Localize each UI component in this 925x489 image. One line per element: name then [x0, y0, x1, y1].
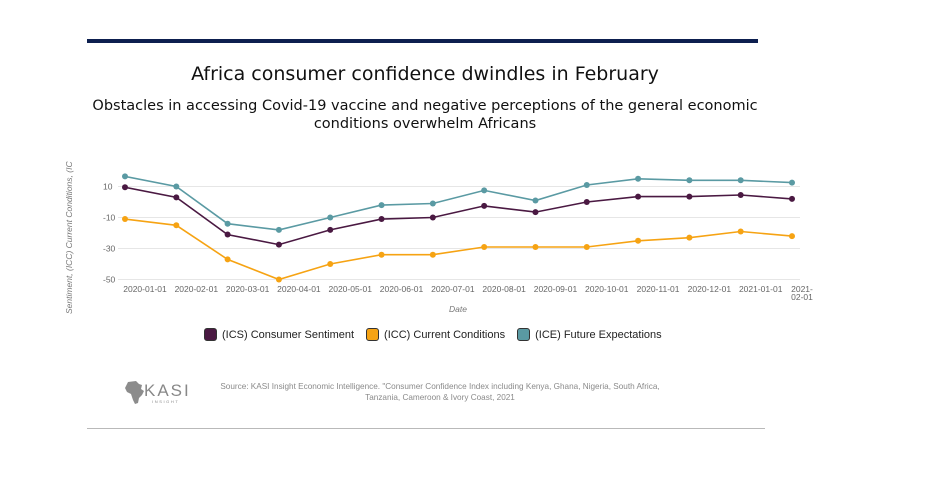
data-point-ice[interactable]	[429, 200, 436, 207]
data-point-icc[interactable]	[635, 237, 642, 244]
source-note: Source: KASI Insight Economic Intelligen…	[220, 382, 660, 402]
top-rule	[87, 39, 758, 43]
legend-label-ics: (ICS) Consumer Sentiment	[222, 328, 355, 341]
logo-subtext: INSIGHT	[152, 399, 180, 404]
series-line-ice	[124, 175, 793, 231]
x-tick-label: 2020-05-01	[328, 284, 372, 294]
x-tick-label: 2020-11-01	[637, 284, 680, 294]
data-point-icc[interactable]	[532, 243, 539, 250]
x-tick-label: 2020-08-01	[482, 284, 526, 294]
data-point-icc[interactable]	[481, 243, 488, 250]
data-point-ics[interactable]	[532, 209, 539, 216]
chart-title: Africa consumer confidence dwindles in F…	[191, 63, 659, 85]
data-point-icc[interactable]	[224, 256, 231, 263]
x-tick-label: 2020-10-01	[585, 284, 629, 294]
chart-legend: (ICS) Consumer Sentiment (ICC) Current C…	[204, 328, 662, 341]
data-point-icc[interactable]	[122, 216, 128, 223]
data-point-icc[interactable]	[327, 261, 334, 267]
data-point-ics[interactable]	[378, 216, 385, 223]
bottom-rule	[87, 428, 765, 429]
data-point-icc[interactable]	[429, 251, 436, 258]
legend-item-ics[interactable]: (ICS) Consumer Sentiment	[204, 328, 354, 341]
series-line-icc	[124, 218, 793, 281]
data-point-ice[interactable]	[224, 220, 231, 227]
logo-wordmark: KASI	[144, 381, 191, 400]
data-point-ics[interactable]	[275, 241, 282, 248]
y-tick-label: 10	[103, 182, 113, 192]
data-point-ics[interactable]	[686, 193, 693, 200]
x-tick-label: 2020-04-01	[277, 284, 321, 294]
legend-label-ice: (ICE) Future Expectations	[535, 328, 662, 341]
data-point-ics[interactable]	[429, 214, 436, 221]
data-point-icc[interactable]	[737, 228, 744, 235]
x-tick-label-cont: 02-01	[791, 292, 813, 302]
data-point-ics[interactable]	[122, 184, 128, 191]
data-point-ice[interactable]	[122, 173, 128, 180]
x-tick-label: 2021-	[791, 284, 813, 294]
data-point-ice[interactable]	[173, 183, 180, 190]
data-point-ics[interactable]	[481, 202, 488, 209]
x-tick-label: 2020-12-01	[688, 284, 732, 294]
data-point-ice[interactable]	[327, 214, 334, 221]
data-point-ice[interactable]	[275, 226, 282, 233]
y-tick-label: -30	[103, 244, 116, 254]
data-point-ics[interactable]	[635, 193, 642, 200]
africa-map-icon	[125, 381, 144, 404]
data-point-icc[interactable]	[378, 251, 385, 258]
data-point-ice[interactable]	[583, 181, 590, 188]
data-point-ice[interactable]	[532, 197, 539, 204]
data-point-ics[interactable]	[173, 194, 180, 201]
x-tick-label: 2020-01-01	[123, 284, 167, 294]
kasi-logo: KASI INSIGHT	[122, 380, 212, 406]
data-point-ics[interactable]	[327, 226, 334, 233]
chart-subtitle: Obstacles in accessing Covid-19 vaccine …	[92, 98, 758, 132]
data-point-ice[interactable]	[789, 179, 795, 186]
line-chart: Sentiment, (ICC) Current Conditions, (IC…	[64, 161, 813, 314]
data-point-ics[interactable]	[583, 199, 590, 205]
y-tick-label: -10	[103, 213, 116, 223]
legend-swatch-ice	[517, 328, 531, 341]
data-point-ics[interactable]	[789, 195, 795, 202]
legend-item-icc[interactable]: (ICC) Current Conditions	[366, 328, 505, 341]
x-tick-label: 2021-01-01	[739, 284, 783, 294]
data-point-ics[interactable]	[224, 231, 231, 238]
data-point-ice[interactable]	[686, 177, 693, 184]
x-tick-label: 2020-02-01	[175, 284, 219, 294]
series-line-ics	[124, 186, 793, 246]
x-tick-label: 2020-07-01	[431, 284, 475, 294]
data-point-ice[interactable]	[737, 177, 744, 184]
x-tick-label: 2020-06-01	[380, 284, 424, 294]
legend-item-ice[interactable]: (ICE) Future Expectations	[517, 328, 662, 341]
x-axis-title: Date	[449, 304, 467, 314]
data-point-icc[interactable]	[583, 243, 590, 250]
x-tick-label: 2020-09-01	[534, 284, 578, 294]
data-point-icc[interactable]	[275, 276, 282, 283]
legend-label-icc: (ICC) Current Conditions	[384, 328, 506, 341]
data-point-ice[interactable]	[378, 202, 385, 209]
data-point-icc[interactable]	[686, 234, 693, 241]
legend-swatch-ics	[204, 328, 217, 341]
data-point-ice[interactable]	[635, 175, 642, 182]
data-point-ics[interactable]	[737, 192, 744, 199]
x-tick-label: 2020-03-01	[226, 284, 270, 294]
data-point-ice[interactable]	[481, 187, 488, 194]
y-tick-label: -50	[103, 275, 116, 285]
data-point-icc[interactable]	[173, 222, 180, 229]
data-point-icc[interactable]	[789, 233, 795, 240]
y-axis-title: Sentiment, (ICC) Current Conditions, (IC	[64, 161, 74, 314]
legend-swatch-icc	[366, 328, 380, 341]
